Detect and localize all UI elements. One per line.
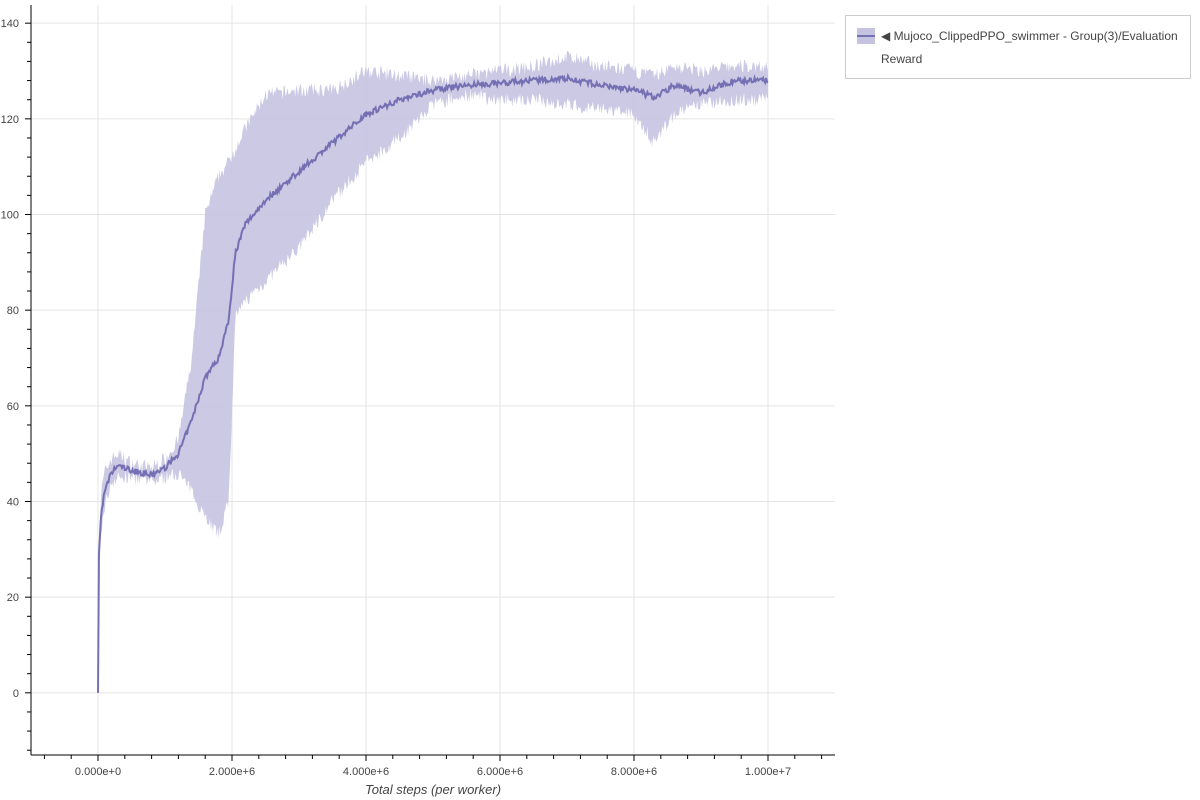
- x-tick-label: 6.000e+6: [477, 766, 523, 778]
- x-tick-label: 2.000e+6: [209, 766, 255, 778]
- legend-label: ◀ Mujoco_ClippedPPO_swimmer - Group(3)/E…: [881, 29, 1178, 43]
- y-tick-label: 100: [1, 210, 19, 222]
- x-tick-label: 4.000e+6: [343, 766, 389, 778]
- grid: [31, 5, 835, 755]
- legend-label-continued: Reward: [881, 52, 923, 66]
- legend-swatch: [857, 28, 875, 44]
- y-tick-label: 80: [7, 305, 19, 317]
- y-tick-label: 0: [13, 688, 19, 700]
- x-tick-label: 1.000e+7: [745, 766, 791, 778]
- y-tick-label: 140: [1, 18, 19, 30]
- y-tick-label: 120: [1, 114, 19, 126]
- confidence-band: [98, 50, 768, 693]
- y-tick-label: 40: [7, 496, 19, 508]
- y-tick-label: 20: [7, 592, 19, 604]
- x-tick-label: 0.000e+0: [75, 766, 121, 778]
- series-line: [97, 72, 769, 693]
- plot-area: [97, 50, 769, 693]
- x-axis-label: Total steps (per worker): [365, 782, 501, 797]
- axes: 0 20 40 60 80 100 120 140 0.000e+0 2.000e+6 4.000e…: [1, 5, 835, 778]
- y-tick-label: 60: [7, 401, 19, 413]
- x-tick-label: 8.000e+6: [611, 766, 657, 778]
- legend[interactable]: ◀ Mujoco_ClippedPPO_swimmer - Group(3)/E…: [845, 15, 1191, 79]
